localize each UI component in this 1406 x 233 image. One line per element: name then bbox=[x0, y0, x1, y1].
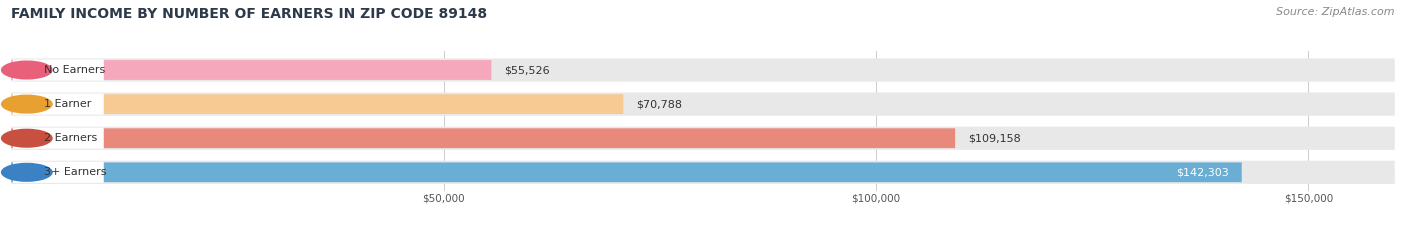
FancyBboxPatch shape bbox=[13, 93, 104, 115]
Text: $70,788: $70,788 bbox=[637, 99, 682, 109]
FancyBboxPatch shape bbox=[13, 162, 104, 183]
FancyBboxPatch shape bbox=[11, 94, 623, 114]
FancyBboxPatch shape bbox=[11, 127, 1395, 150]
Text: 2 Earners: 2 Earners bbox=[44, 133, 97, 143]
FancyBboxPatch shape bbox=[11, 60, 491, 80]
Text: No Earners: No Earners bbox=[44, 65, 105, 75]
Ellipse shape bbox=[1, 129, 53, 148]
FancyBboxPatch shape bbox=[11, 161, 1395, 184]
Text: 1 Earner: 1 Earner bbox=[44, 99, 91, 109]
Ellipse shape bbox=[1, 61, 53, 79]
Text: Source: ZipAtlas.com: Source: ZipAtlas.com bbox=[1277, 7, 1395, 17]
Text: 3+ Earners: 3+ Earners bbox=[44, 167, 107, 177]
FancyBboxPatch shape bbox=[11, 93, 1395, 116]
FancyBboxPatch shape bbox=[11, 128, 955, 148]
Ellipse shape bbox=[1, 95, 53, 114]
Text: $142,303: $142,303 bbox=[1175, 167, 1229, 177]
FancyBboxPatch shape bbox=[11, 162, 1241, 182]
Text: $109,158: $109,158 bbox=[969, 133, 1021, 143]
Ellipse shape bbox=[1, 163, 53, 182]
FancyBboxPatch shape bbox=[13, 128, 104, 149]
FancyBboxPatch shape bbox=[11, 58, 1395, 82]
Text: FAMILY INCOME BY NUMBER OF EARNERS IN ZIP CODE 89148: FAMILY INCOME BY NUMBER OF EARNERS IN ZI… bbox=[11, 7, 488, 21]
FancyBboxPatch shape bbox=[13, 59, 104, 81]
Text: $55,526: $55,526 bbox=[505, 65, 550, 75]
